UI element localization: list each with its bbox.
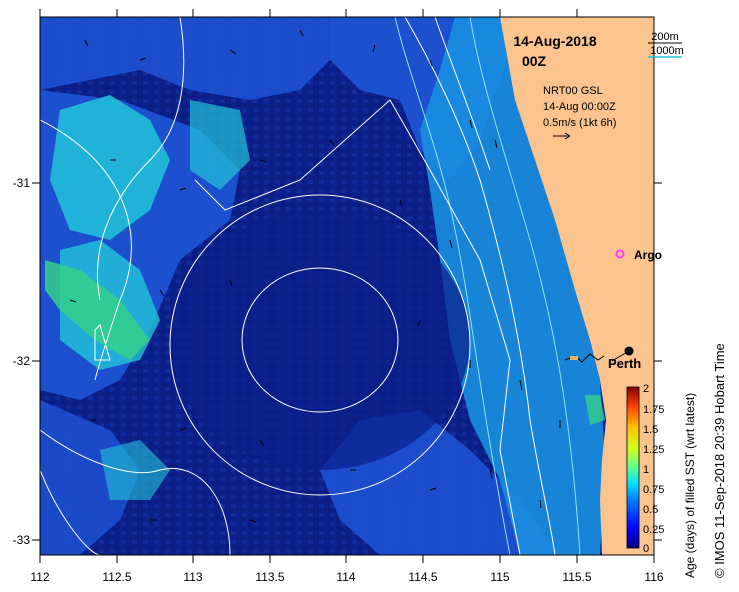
colorbar-gradient [626, 386, 640, 549]
credit-line: © IMOS 11-Sep-2018 20:39 Hobart Time [712, 343, 727, 578]
perth-marker[interactable]: Perth [608, 346, 641, 372]
x-tick-label: 115 [490, 570, 509, 584]
colorbar-tick: 1.75 [643, 404, 664, 416]
x-tick-label: 116 [644, 570, 663, 584]
legend-1000m: 1000m [650, 45, 684, 57]
argo-marker[interactable]: Argo [615, 248, 663, 262]
x-tick-label: 114.5 [408, 570, 437, 584]
colorbar-tick: 1.25 [643, 444, 664, 456]
axis-ticks [32, 9, 662, 563]
colorbar-tick: 0.5 [643, 504, 658, 516]
y-tick-label: -32 [13, 354, 31, 368]
land [500, 17, 654, 555]
contour-1000m [394, 17, 511, 555]
x-tick-label: 112 [30, 570, 49, 584]
x-tick-label: 113.5 [255, 570, 284, 584]
colorbar-tick: 0 [643, 543, 649, 555]
x-tick-label: 113 [183, 570, 202, 584]
colorbar: 2 1.75 1.5 1.25 1 0.75 0.5 0.25 0 [626, 383, 664, 555]
current-time: 14-Aug 00:00Z [543, 101, 616, 113]
x-tick-label: 115.5 [562, 570, 591, 584]
colorbar-tick: 0.25 [643, 524, 664, 536]
current-scale-arrow [553, 132, 571, 140]
perth-label: Perth [608, 356, 641, 371]
sst-field [40, 17, 654, 555]
colorbar-tick: 1.5 [643, 424, 658, 436]
plot-frame [39, 16, 655, 556]
contour-200m [469, 17, 581, 555]
argo-label: Argo [634, 248, 662, 262]
sea-level-contours [40, 17, 556, 555]
map-date: 14-Aug-2018 [513, 33, 596, 49]
colorbar-tick: 1 [643, 464, 649, 476]
estuary [570, 356, 578, 360]
y-axis-labels: -31 -32 -33 [13, 176, 31, 547]
current-scale: 0.5m/s (1kt 6h) [543, 117, 616, 129]
x-tick-label: 114 [336, 570, 355, 584]
y-tick-label: -31 [13, 176, 31, 190]
map-time: 00Z [522, 53, 547, 69]
x-tick-label: 112.5 [102, 570, 131, 584]
current-vectors [69, 29, 561, 523]
legend-200m: 200m [651, 31, 679, 43]
y-tick-label: -33 [13, 533, 31, 547]
colorbar-tick: 0.75 [643, 484, 664, 496]
colorbar-tick: 2 [643, 383, 649, 395]
x-axis-labels: 112 112.5 113 113.5 114 114.5 115 115.5 … [30, 570, 663, 584]
colorbar-title: Age (days) of filled SST (wrt latest) [683, 392, 697, 578]
current-source: NRT00 GSL [543, 85, 603, 97]
